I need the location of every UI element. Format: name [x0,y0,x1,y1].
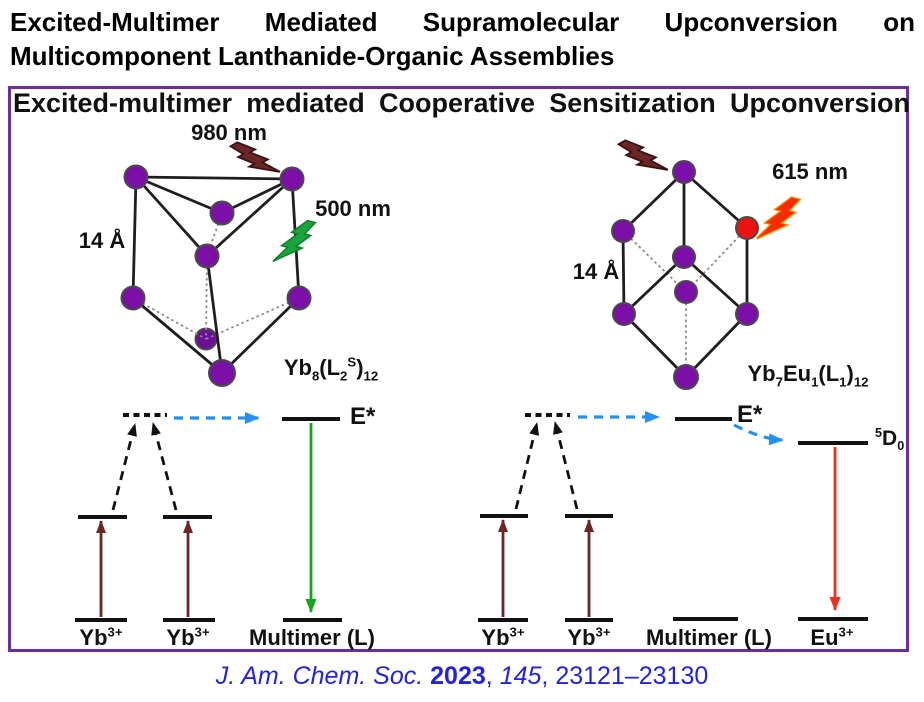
yb-ion-label: Yb3+ [166,624,210,650]
paper-title: Excited-Multimer Mediated Supramolecular… [10,5,915,73]
citation-journal: J. Am. Chem. Soc. [215,662,424,690]
paper-title-line2: Multicomponent Lanthanide-Organic Assemb… [10,41,615,71]
e-star-label: E* [350,403,376,430]
distance-label: 14 Å [572,259,620,284]
laser-wavelength-label: 980 nm [191,120,267,145]
eu-ion-label: Eu3+ [810,624,854,650]
yb-ion-label: Yb3+ [567,624,611,650]
multimer-label: Multimer (L) [646,625,772,650]
citation-year: 2023 [430,662,486,690]
left-formula-label: Yb8(L2S)12 [283,354,379,384]
emission-wavelength-label: 615 nm [772,159,848,184]
right-formula-label: Yb7Eu1(L1)12 [747,361,869,390]
yb-ion-label: Yb3+ [481,624,525,650]
emission-wavelength-label: 500 nm [315,196,391,221]
d0-level-label: 5D0 [875,426,905,454]
figure-header: Excited-multimer mediated Cooperative Se… [13,88,910,118]
yb-ion-label: Yb3+ [79,624,123,650]
paper-title-line1: Excited-Multimer Mediated Supramolecular… [10,7,915,37]
e-star-label: E* [737,401,763,428]
distance-label: 14 Å [78,228,126,253]
citation-volume: 145 [499,662,542,690]
citation: J. Am. Chem. Soc. 2023, 145, 23121–23130 [215,662,709,690]
citation-pages: 23121–23130 [555,662,709,690]
multimer-label: Multimer (L) [249,625,375,650]
